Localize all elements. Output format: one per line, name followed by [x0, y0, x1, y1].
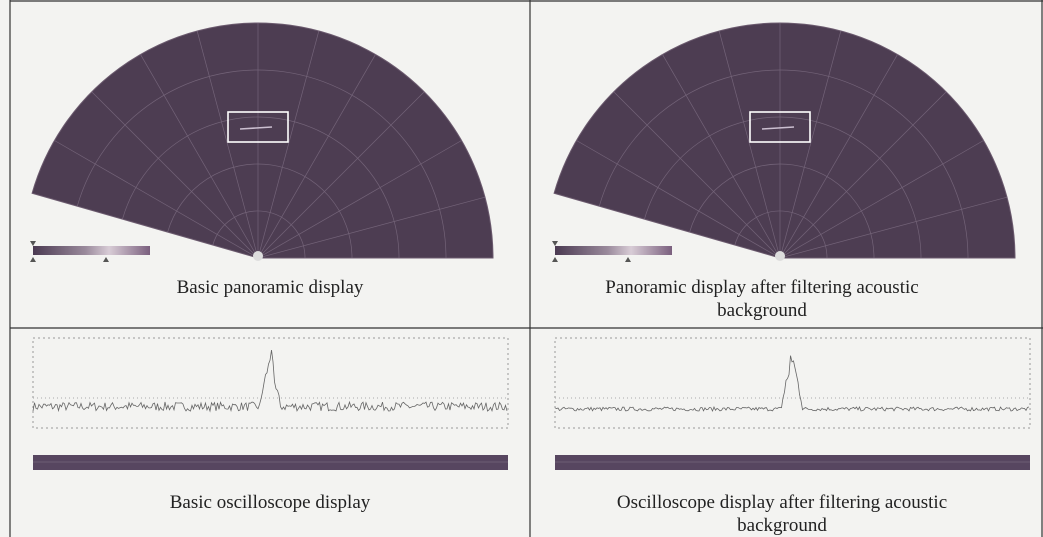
figure: Basic panoramic display Panoramic displa…: [0, 0, 1043, 537]
sonar-sector: [554, 23, 1015, 258]
bar-marker: [625, 257, 631, 262]
scope-frame: [33, 338, 508, 428]
signal-trace: [555, 356, 1029, 411]
origin: [253, 251, 263, 261]
caption: Basic oscilloscope display: [60, 491, 480, 514]
color-bar: [33, 246, 150, 255]
bar-marker: [103, 257, 109, 262]
caption: Panoramic display after filtering acoust…: [582, 276, 942, 322]
caption: Oscilloscope display after filtering aco…: [582, 491, 982, 537]
bar-marker: [552, 241, 558, 246]
bar-marker: [30, 257, 36, 262]
bar-marker: [30, 241, 36, 246]
caption: Basic panoramic display: [60, 276, 480, 299]
sonar-sector: [32, 23, 493, 258]
figure-graphics: [0, 0, 1043, 537]
origin: [775, 251, 785, 261]
color-bar: [555, 246, 672, 255]
scope-frame: [555, 338, 1030, 428]
bar-marker: [552, 257, 558, 262]
signal-trace: [33, 350, 507, 411]
